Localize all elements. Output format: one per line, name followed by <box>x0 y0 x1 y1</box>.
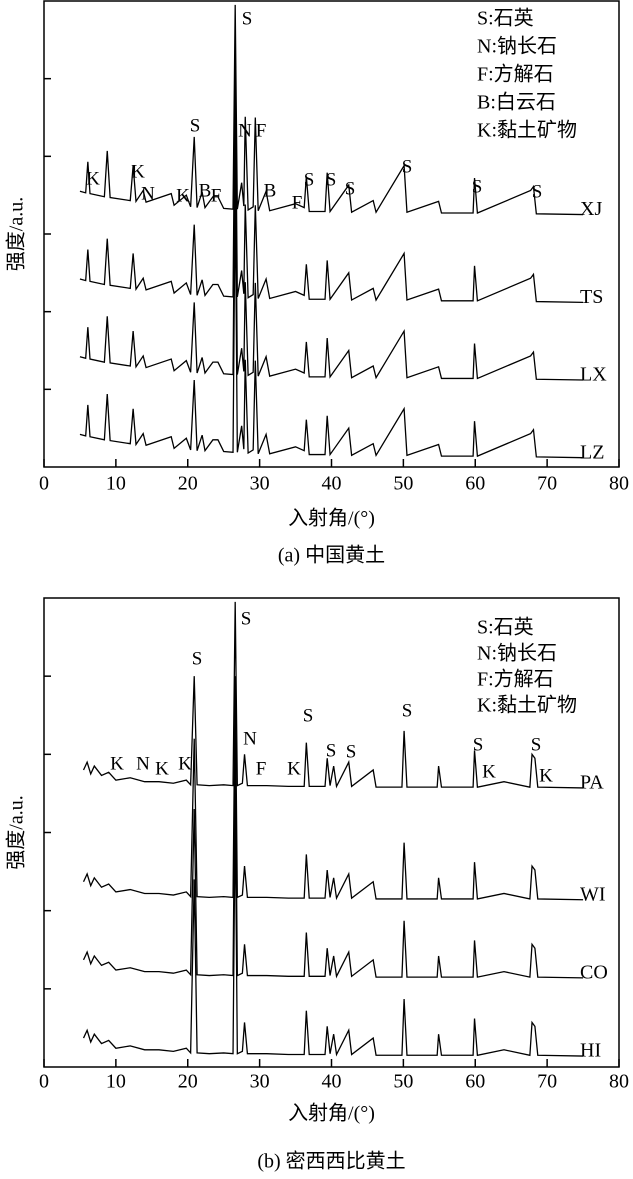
legend-entry: B:白云石 <box>477 91 556 114</box>
peak-label: K <box>176 185 190 206</box>
peak-label: B <box>264 180 277 201</box>
peak-label: S <box>190 115 201 136</box>
x-tick-label: 40 <box>322 473 342 495</box>
x-tick-label: 30 <box>250 473 270 495</box>
x-tick-label: 10 <box>106 1071 126 1093</box>
legend-entry: S:石英 <box>477 7 534 30</box>
y-axis-label: 强度/a.u. <box>5 795 28 869</box>
legend-entry: N:钠长石 <box>477 642 557 665</box>
y-axis-label: 强度/a.u. <box>5 197 28 271</box>
x-tick-label: 0 <box>39 473 49 495</box>
peak-label: S <box>192 648 203 669</box>
series-line <box>79 117 584 381</box>
x-tick-label: 60 <box>465 473 485 495</box>
peak-label: K <box>178 753 192 774</box>
x-tick-label: 20 <box>178 1071 198 1093</box>
peak-label: S <box>472 176 483 197</box>
series-label: CO <box>580 961 608 983</box>
peak-label: S <box>304 169 315 190</box>
legend-entry: K:黏土矿物 <box>477 119 577 142</box>
series-line <box>82 809 584 1057</box>
peak-label: S <box>346 741 357 762</box>
peak-label: S <box>345 178 356 199</box>
peak-label: S <box>402 700 413 721</box>
x-tick-label: 70 <box>537 473 557 495</box>
legend-entry: S:石英 <box>477 616 534 639</box>
peak-label: S <box>531 734 542 755</box>
series-line <box>79 55 584 303</box>
x-tick-label: 40 <box>322 1071 342 1093</box>
peak-label: K <box>110 753 124 774</box>
x-tick-label: 80 <box>609 1071 629 1093</box>
series-label: LX <box>580 364 607 386</box>
series-label: TS <box>580 286 603 308</box>
series-line <box>79 4 584 216</box>
peak-label: S <box>402 156 413 177</box>
series-line <box>82 738 584 979</box>
peak-label: K <box>287 758 301 779</box>
series-label: XJ <box>580 198 602 220</box>
series-label: PA <box>580 772 604 794</box>
legend-entry: N:钠长石 <box>477 35 557 58</box>
peak-label: F <box>292 192 303 213</box>
peak-label: N <box>136 753 150 774</box>
x-tick-label: 70 <box>537 1071 557 1093</box>
peak-label: F <box>256 120 267 141</box>
peak-label: K <box>539 765 553 786</box>
x-tick-label: 30 <box>250 1071 270 1093</box>
x-tick-label: 50 <box>393 1071 413 1093</box>
x-tick-label: 0 <box>39 1071 49 1093</box>
series-label: HI <box>580 1040 601 1062</box>
peak-label: B <box>199 180 212 201</box>
peak-label: S <box>326 740 337 761</box>
peak-label: S <box>473 734 484 755</box>
peak-label: F <box>256 758 267 779</box>
peak-label: N <box>141 183 155 204</box>
caption: (a) 中国黄土 <box>278 544 385 567</box>
peak-label: S <box>532 181 543 202</box>
peak-label: F <box>211 185 222 206</box>
peak-label: K <box>482 761 496 782</box>
x-tick-label: 80 <box>609 473 629 495</box>
legend-entry: F:方解石 <box>477 63 554 86</box>
x-tick-label: 20 <box>178 473 198 495</box>
peak-label: S <box>326 169 337 190</box>
series-line <box>79 187 584 459</box>
caption: (b) 密西西比黄土 <box>257 1150 405 1173</box>
peak-label: S <box>241 608 252 629</box>
series-line <box>82 601 584 789</box>
peak-label: S <box>303 705 314 726</box>
x-tick-label: 60 <box>465 1071 485 1093</box>
x-axis-label: 入射角/(°) <box>288 507 375 530</box>
peak-label: S <box>242 8 253 29</box>
series-label: LZ <box>580 441 604 463</box>
x-tick-label: 50 <box>393 473 413 495</box>
x-axis-label: 入射角/(°) <box>288 1102 375 1125</box>
series-label: WI <box>580 883 606 905</box>
x-tick-label: 10 <box>106 473 126 495</box>
legend-entry: K:黏土矿物 <box>477 694 577 717</box>
legend-entry: F:方解石 <box>477 668 554 691</box>
peak-label: K <box>155 758 169 779</box>
peak-label: N <box>243 728 257 749</box>
series-line <box>82 676 584 901</box>
